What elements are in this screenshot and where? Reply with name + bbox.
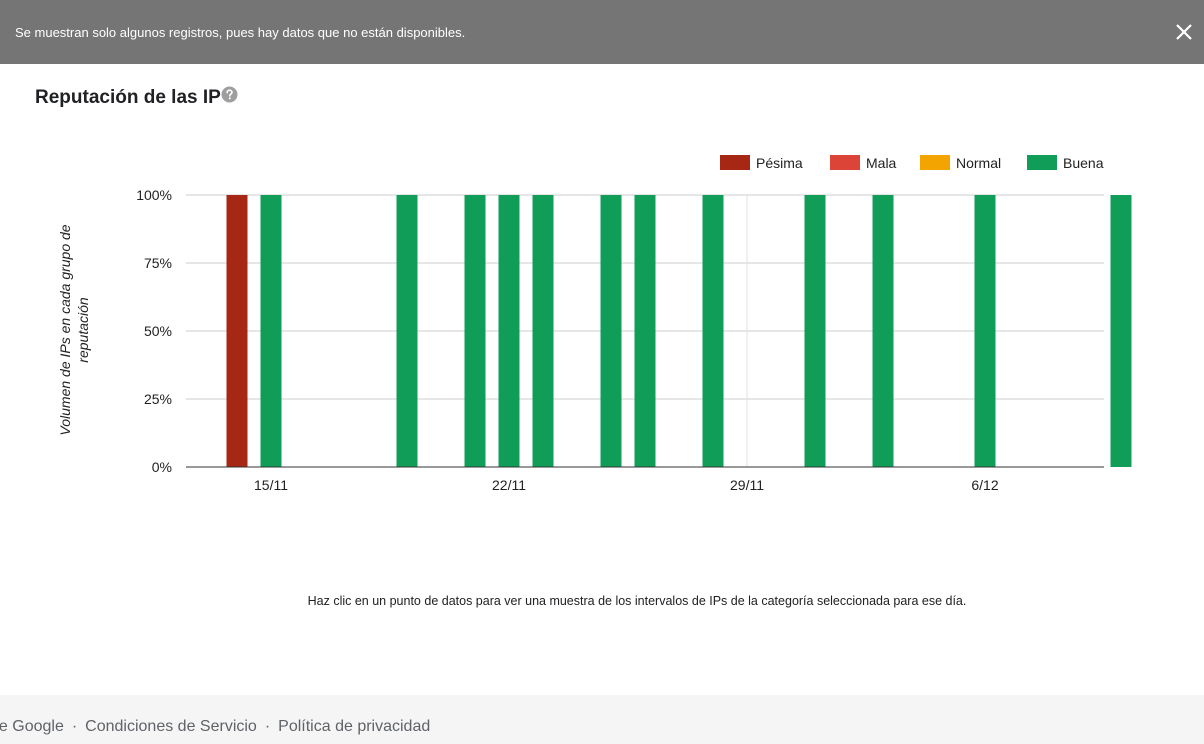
bar-buena[interactable]	[498, 195, 520, 467]
bar-buena[interactable]	[600, 195, 622, 467]
legend-swatch-mala	[830, 155, 860, 170]
y-tick-label: 25%	[144, 391, 172, 407]
bar-buena[interactable]	[464, 195, 486, 467]
y-tick-label: 100%	[136, 187, 172, 203]
y-tick-label: 50%	[144, 323, 172, 339]
bar-buena[interactable]	[260, 195, 282, 467]
legend-swatch-buena	[1027, 155, 1057, 170]
x-tick-label: 29/11	[730, 477, 764, 493]
y-tick-label: 75%	[144, 255, 172, 271]
bar-buena[interactable]	[396, 195, 418, 467]
info-banner: Se muestran solo algunos registros, pues…	[0, 0, 1204, 64]
legend-label: Normal	[956, 155, 1001, 171]
x-tick-label: 6/12	[971, 477, 998, 493]
y-axis-title: Volumen de IPs en cada grupo de reputació…	[57, 224, 91, 435]
chart-hint: Haz clic en un punto de datos para ver u…	[307, 594, 967, 608]
bar-buena[interactable]	[634, 195, 656, 467]
ip-reputation-chart: 0% 25% 50% 75% 100% 15/11 22/11 29/11 6/12 Volume…	[57, 155, 1132, 493]
x-tick-label: 22/11	[492, 477, 526, 493]
legend-swatch-pésima	[720, 155, 750, 170]
close-icon[interactable]	[1170, 18, 1198, 46]
page-title: Reputación de las IP	[35, 87, 221, 108]
footer-link-privacy[interactable]: Política de privacidad	[278, 718, 431, 735]
legend-swatch-normal	[920, 155, 950, 170]
bar-buena[interactable]	[804, 195, 826, 467]
bar-buena[interactable]	[872, 195, 894, 467]
bar-pésima[interactable]	[226, 195, 248, 467]
footer-link-terms[interactable]: Condiciones de Servicio	[85, 718, 257, 735]
x-tick-label: 15/11	[254, 477, 288, 493]
y-tick-label: 0%	[152, 459, 172, 475]
footer-link-google[interactable]: de Google	[0, 718, 64, 735]
banner-message: Se muestran solo algunos registros, pues…	[15, 25, 466, 40]
footer: de Google · Condiciones de Servicio · Políti…	[0, 695, 1204, 744]
title-row: Reputación de las IP	[35, 86, 238, 110]
help-circle-icon[interactable]	[221, 86, 238, 103]
legend-label: Mala	[866, 155, 897, 171]
footer-separator: ·	[264, 718, 271, 735]
footer-separator: ·	[71, 718, 78, 735]
legend-label: Pésima	[756, 155, 803, 171]
bar-buena[interactable]	[532, 195, 554, 467]
bar-buena[interactable]	[1110, 195, 1132, 467]
footer-links: de Google · Condiciones de Servicio · Políti…	[0, 718, 430, 736]
bar-buena[interactable]	[974, 195, 996, 467]
legend-label: Buena	[1063, 155, 1104, 171]
bar-buena[interactable]	[702, 195, 724, 467]
